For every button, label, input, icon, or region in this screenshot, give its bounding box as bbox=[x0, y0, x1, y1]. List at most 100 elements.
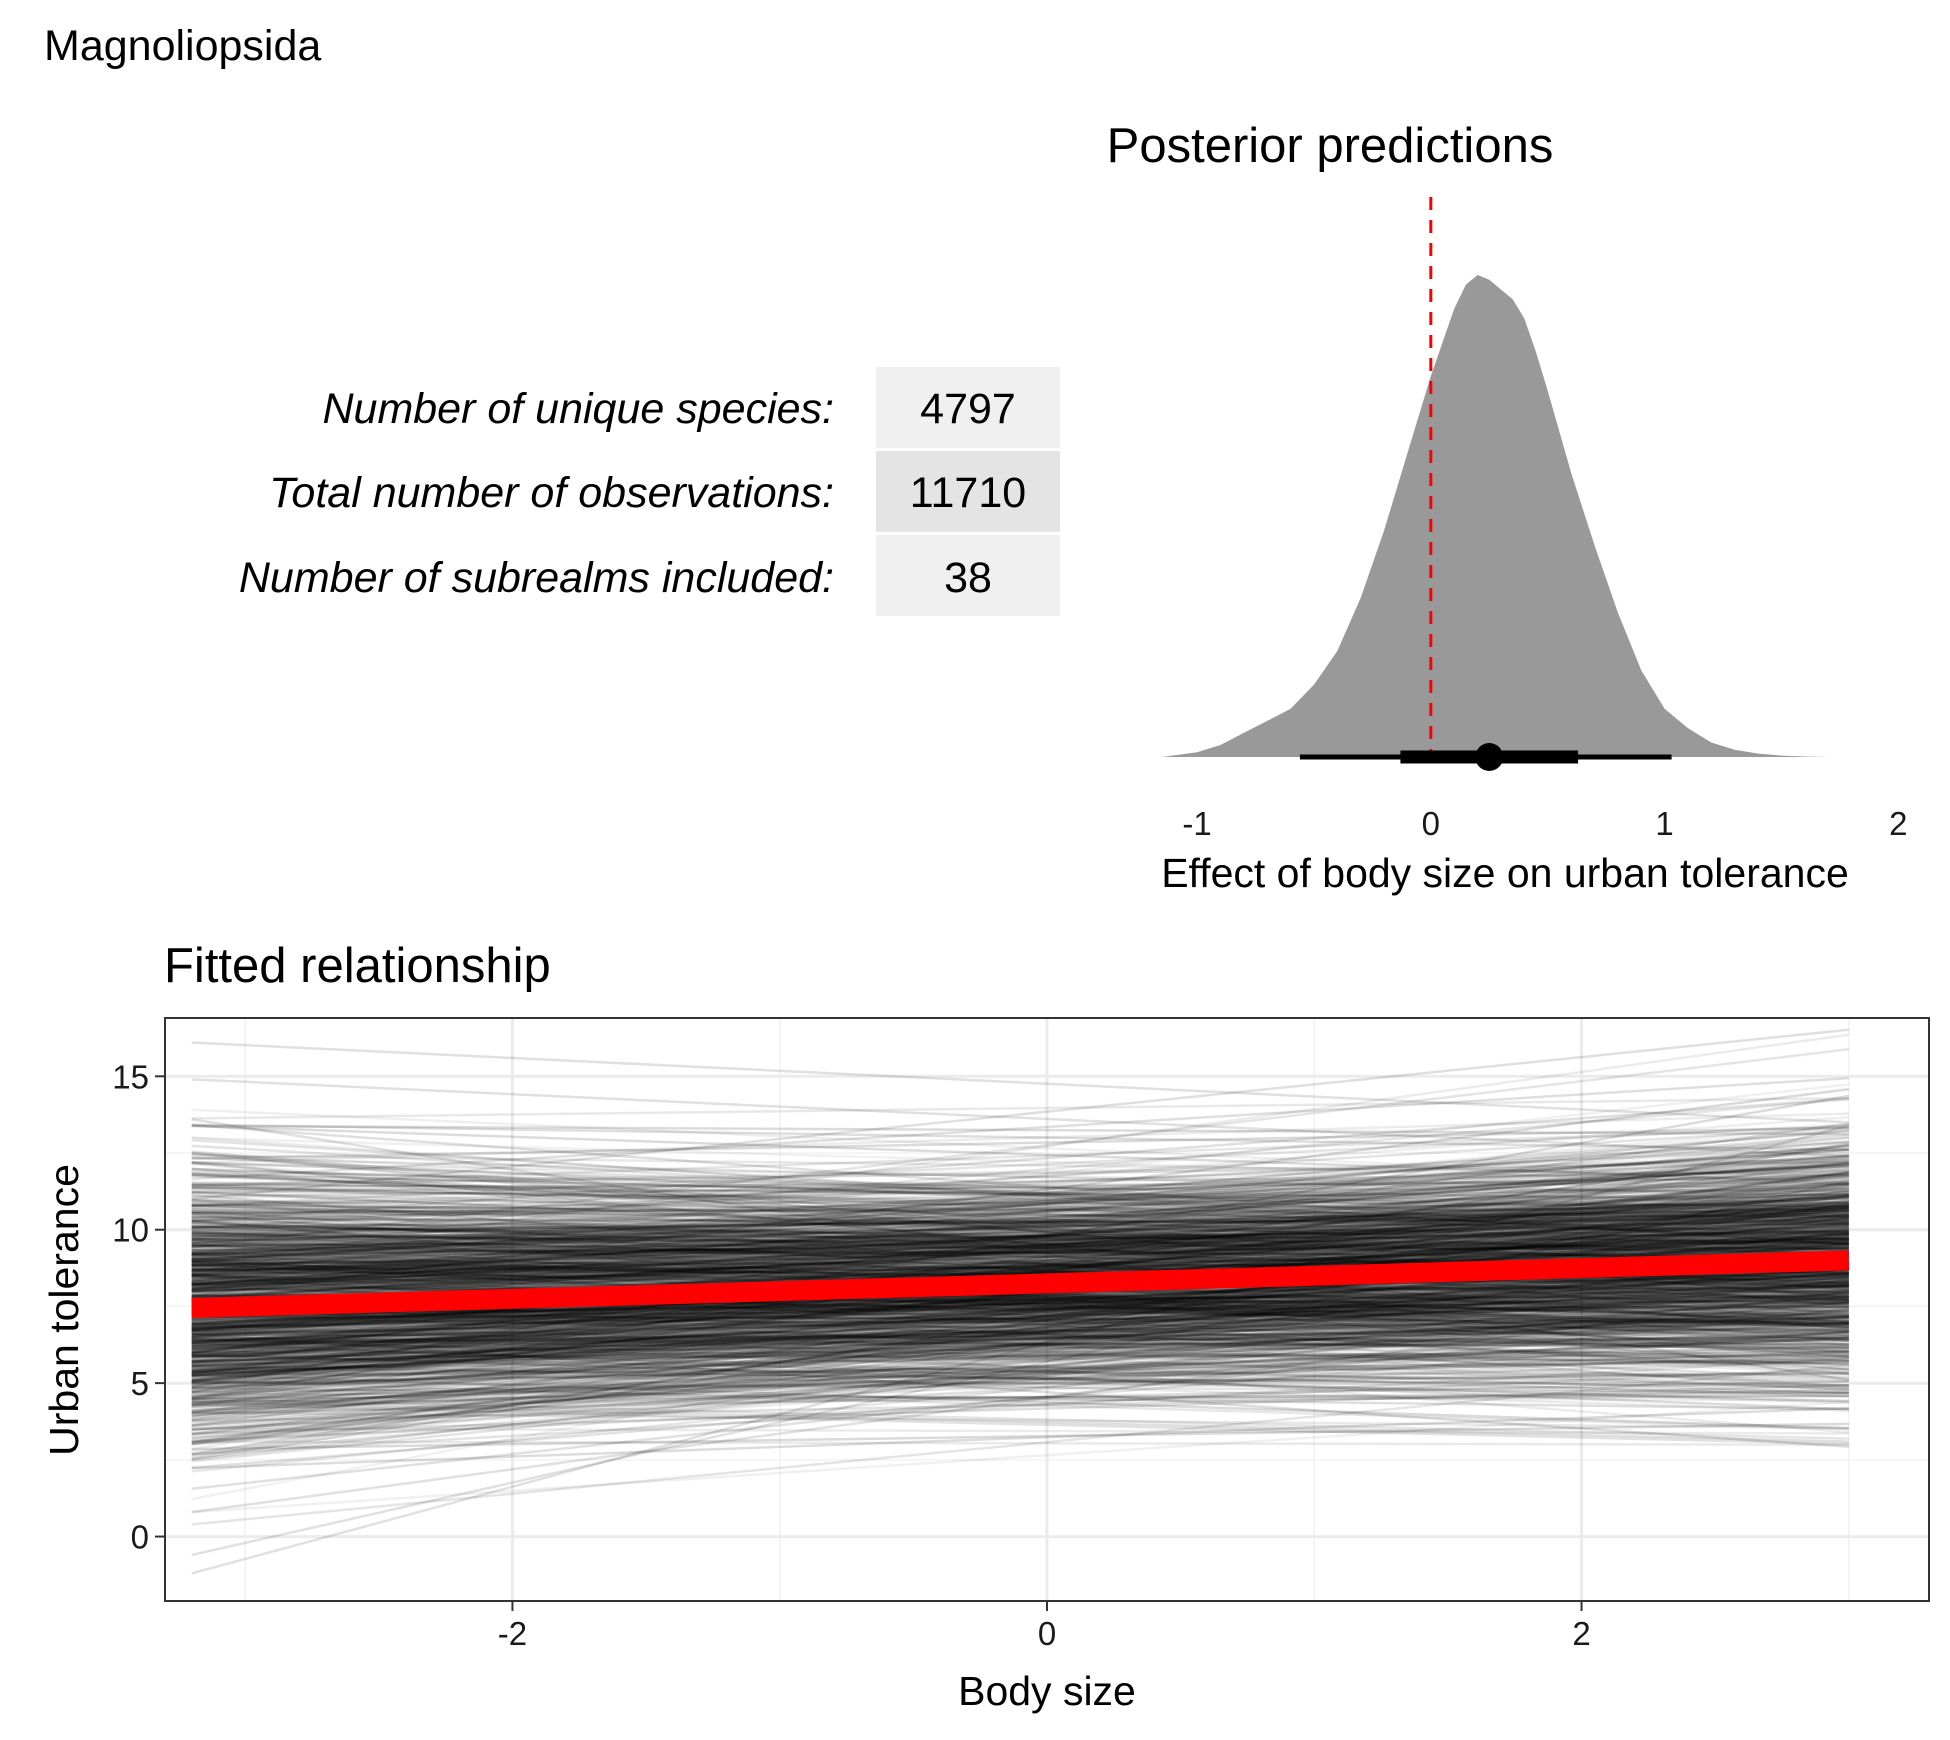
posterior-draw-line bbox=[191, 1192, 1849, 1243]
posterior-draw-line bbox=[191, 1129, 1850, 1401]
posterior-draw-line bbox=[191, 1161, 1849, 1286]
posterior-draw-line bbox=[191, 1246, 1849, 1252]
posterior-draw-line bbox=[191, 1076, 1849, 1181]
posterior-draw-line bbox=[191, 1189, 1849, 1209]
posterior-draw-line bbox=[191, 1170, 1849, 1194]
posterior-draw-line bbox=[191, 1336, 1849, 1350]
posterior-draw-line bbox=[191, 1289, 1849, 1378]
posterior-draw-line bbox=[191, 1231, 1849, 1261]
posterior-draw-line bbox=[191, 1226, 1849, 1248]
posterior-draw-line bbox=[191, 1212, 1849, 1233]
posterior-draw-line bbox=[191, 1240, 1849, 1266]
posterior-draw-line bbox=[191, 1192, 1849, 1274]
posterior-draw-line bbox=[191, 1295, 1849, 1427]
posterior-draw-line bbox=[191, 1300, 1849, 1351]
posterior-draw-line bbox=[191, 1154, 1849, 1255]
stats-cell-observations bbox=[876, 451, 1060, 532]
posterior-draw-line bbox=[191, 1220, 1849, 1252]
posterior-draw-line bbox=[191, 1264, 1849, 1441]
posterior-draw-line bbox=[191, 1187, 1849, 1287]
posterior-draw-line bbox=[191, 1146, 1849, 1272]
posterior-draw-line bbox=[191, 1209, 1849, 1298]
posterior-draw-line bbox=[191, 1219, 1849, 1371]
posterior-draw-line bbox=[191, 1154, 1849, 1301]
posterior-draw-line bbox=[191, 1219, 1849, 1286]
posterior-draw-line bbox=[191, 1335, 1849, 1408]
stats-value-species: 4797 bbox=[920, 385, 1016, 433]
posterior-draw-line bbox=[191, 1145, 1849, 1264]
posterior-draw-line bbox=[191, 1183, 1849, 1193]
posterior-draw-line bbox=[191, 1335, 1849, 1340]
posterior-draw-line bbox=[191, 1233, 1849, 1243]
posterior-draw-line bbox=[191, 1294, 1849, 1336]
fitted-mean-line bbox=[191, 1250, 1850, 1318]
posterior-draw-line bbox=[191, 1358, 1849, 1385]
posterior-draw-line bbox=[191, 1440, 1849, 1447]
posterior-draw-line bbox=[191, 1167, 1849, 1317]
posterior-draw-line bbox=[191, 1323, 1849, 1386]
posterior-draw-line bbox=[191, 1290, 1849, 1364]
posterior-draw-line bbox=[191, 1078, 1849, 1158]
posterior-draw-line bbox=[191, 1302, 1849, 1368]
posterior-draw-line bbox=[191, 1153, 1849, 1273]
posterior-draw-line bbox=[191, 1336, 1849, 1356]
posterior-draw-line bbox=[191, 1316, 1849, 1353]
posterior-draw-line bbox=[191, 1305, 1849, 1363]
posterior-draw-line bbox=[191, 1323, 1849, 1339]
posterior-draw-line bbox=[191, 1345, 1849, 1401]
posterior-draw-line bbox=[191, 1231, 1849, 1295]
posterior-draw-line bbox=[191, 1277, 1849, 1330]
posterior-draw-line bbox=[191, 1272, 1849, 1352]
posterior-draw-line bbox=[191, 1269, 1849, 1337]
posterior-draw-line bbox=[191, 1207, 1849, 1335]
posterior-draw-line bbox=[191, 1201, 1850, 1461]
posterior-draw-line bbox=[191, 1400, 1849, 1514]
posterior-draw-line bbox=[191, 1282, 1849, 1346]
posterior-draw-line bbox=[191, 1201, 1849, 1219]
posterior-draw-line bbox=[191, 1218, 1849, 1264]
posterior-draw-line bbox=[191, 1332, 1849, 1346]
posterior-draw-line bbox=[191, 1321, 1849, 1333]
y-tick-label: 0 bbox=[131, 1519, 149, 1556]
posterior-draw-line bbox=[191, 1330, 1849, 1341]
posterior-draw-line bbox=[191, 1213, 1849, 1328]
posterior-draw-line bbox=[191, 1205, 1849, 1289]
posterior-draw-line bbox=[191, 1184, 1850, 1501]
fitted-panel: Fitted relationship -2 0 2 0 5 10 15 Body siz… bbox=[41, 939, 1930, 1714]
posterior-draw-line bbox=[191, 1240, 1849, 1255]
posterior-draw-line bbox=[191, 1315, 1849, 1373]
posterior-draw-line bbox=[191, 1213, 1849, 1277]
posterior-draw-line bbox=[191, 1226, 1849, 1234]
posterior-draw-line bbox=[191, 1335, 1849, 1363]
x-tick-label: -2 bbox=[498, 1615, 527, 1652]
posterior-draw-line bbox=[191, 1210, 1849, 1241]
posterior-draw-line bbox=[191, 1305, 1849, 1353]
posterior-draw-line bbox=[191, 1344, 1849, 1398]
posterior-draw-line bbox=[191, 1274, 1849, 1328]
posterior-draw-line bbox=[191, 1217, 1849, 1227]
posterior-draw-line bbox=[191, 1192, 1849, 1309]
posterior-draw-line bbox=[191, 1275, 1849, 1374]
posterior-draw-line bbox=[191, 1332, 1849, 1343]
posterior-draw-line bbox=[191, 1310, 1849, 1332]
posterior-draw-line bbox=[191, 1216, 1849, 1233]
posterior-draw-line bbox=[191, 1302, 1849, 1329]
posterior-draw-line bbox=[191, 1313, 1849, 1325]
posterior-draw-line bbox=[191, 1277, 1849, 1319]
posterior-panel: Posterior predictions -1 0 1 2 Effect of bo… bbox=[1107, 119, 1908, 896]
stats-value-observations: 11710 bbox=[910, 469, 1026, 517]
posterior-draw-line bbox=[191, 1231, 1849, 1241]
posterior-draw-line bbox=[191, 1198, 1849, 1255]
posterior-draw-line bbox=[191, 1237, 1849, 1256]
posterior-draw-line bbox=[191, 1294, 1849, 1349]
posterior-draw-line bbox=[191, 1365, 1849, 1383]
posterior-draw-line bbox=[191, 1386, 1849, 1411]
posterior-draw-line bbox=[191, 1154, 1849, 1258]
posterior-draw-line bbox=[191, 1309, 1849, 1439]
posterior-draw-line bbox=[191, 1279, 1849, 1436]
posterior-draw-line bbox=[191, 1271, 1849, 1327]
posterior-draw-line bbox=[191, 1262, 1849, 1359]
posterior-draw-line bbox=[191, 1123, 1849, 1207]
posterior-draw-line bbox=[191, 1204, 1849, 1223]
